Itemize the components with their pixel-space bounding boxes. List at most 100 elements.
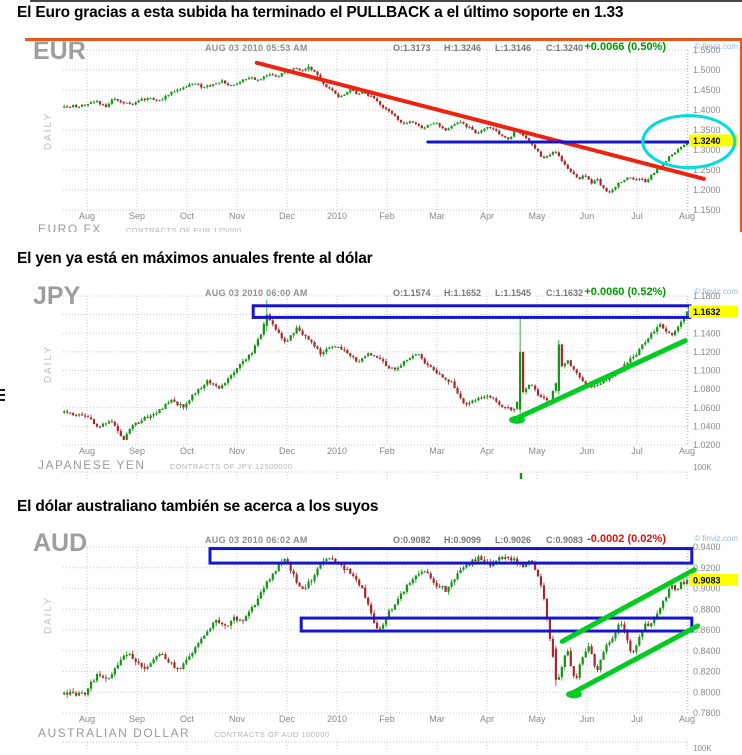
price-tick-label: 1.5500 xyxy=(693,45,721,55)
aud-candlestick-plot: Aug Sep Oct Nov Dec 2010 Feb Mar Apr May Jun Jul Aug… xyxy=(63,542,738,753)
month-label: Jul xyxy=(631,446,643,456)
pullback-highlight-circle xyxy=(641,114,737,170)
month-label: Nov xyxy=(229,446,246,456)
window-top-edge xyxy=(30,0,742,2)
price-tick-label: 1.0200 xyxy=(693,440,721,450)
instrument-label: JAPANESE YEN xyxy=(38,458,146,472)
candles xyxy=(63,299,689,441)
month-label: Sep xyxy=(129,446,145,456)
price-tick-label: 1.0400 xyxy=(693,421,721,431)
month-label: Oct xyxy=(180,211,195,221)
last-price-tag: 1.3240 xyxy=(689,134,738,147)
annotations xyxy=(254,60,706,181)
month-label: Aug xyxy=(679,446,695,456)
month-label: Oct xyxy=(180,714,195,724)
jpy-chart-block: Aug Sep Oct Nov Dec 2010 Feb Mar Apr May Jun Jul Aug… xyxy=(25,283,742,480)
month-label: 2010 xyxy=(327,211,347,221)
price-tick-label: 0.9400 xyxy=(693,542,721,552)
price-tick-label: 0.9000 xyxy=(693,584,721,594)
last-price-tag: 1.1632 xyxy=(689,305,738,318)
eur-candlestick-plot: Aug Sep Oct Nov Dec 2010 Feb Mar Apr May Jun Jul Aug… xyxy=(63,45,738,221)
instrument-label: EURO FX xyxy=(38,222,102,232)
price-tick-label: 1.1500 xyxy=(693,205,721,215)
eur-chart-block: Aug Sep Oct Nov Dec 2010 Feb Mar Apr May Jun Jul Aug… xyxy=(25,38,742,232)
month-label: Mar xyxy=(429,446,445,456)
lower-support-box xyxy=(299,616,694,633)
price-tick-label: 1.3000 xyxy=(693,145,721,155)
last-price-tag: 0.9083 xyxy=(689,573,738,586)
price-tick-label: 1.0800 xyxy=(693,384,721,394)
month-label: Feb xyxy=(379,211,395,221)
headline-aud: El dólar australiano también se acerca a… xyxy=(17,498,379,515)
volume-axis-label: 100K xyxy=(693,463,712,472)
month-label: Aug xyxy=(679,211,695,221)
month-label: 2010 xyxy=(327,714,347,724)
timeframe-label: DAILY xyxy=(43,345,54,384)
stray-mark xyxy=(0,389,5,402)
contracts-label: CONTRACTS OF JPY 12500000 xyxy=(169,462,293,471)
month-label: Apr xyxy=(480,446,494,456)
price-tick-label: 1.1400 xyxy=(693,328,721,338)
month-label: Mar xyxy=(429,211,445,221)
month-label: Apr xyxy=(480,211,494,221)
channel-lower-line xyxy=(567,623,701,697)
price-tick-label: 0.9200 xyxy=(693,563,721,573)
month-label: Sep xyxy=(129,714,145,724)
price-tick-label: 1.4500 xyxy=(693,85,721,95)
month-label: Nov xyxy=(229,714,246,724)
svg-text:0.9083: 0.9083 xyxy=(693,575,721,585)
month-label: Dec xyxy=(279,446,296,456)
month-label: Jun xyxy=(580,211,595,221)
instrument-row: AUSTRALIAN DOLLAR CONTRACTS OF AUD 10000… xyxy=(38,726,329,740)
month-label: 2010 xyxy=(327,446,347,456)
month-label: Mar xyxy=(429,714,445,724)
price-tick-label: 1.3500 xyxy=(693,125,721,135)
month-label: Aug xyxy=(79,714,95,724)
month-label: Feb xyxy=(379,446,395,456)
month-label: Jun xyxy=(580,714,595,724)
month-label: Nov xyxy=(229,211,246,221)
channel-upper-line xyxy=(559,567,697,644)
price-tick-label: 0.7800 xyxy=(693,708,721,718)
month-label: Dec xyxy=(279,714,296,724)
svg-text:1.3240: 1.3240 xyxy=(693,136,721,146)
ascending-trendline-origin-marker xyxy=(509,415,525,424)
month-label: May xyxy=(528,714,546,724)
month-label: Jul xyxy=(631,211,643,221)
aud-chart-block: Aug Sep Oct Nov Dec 2010 Feb Mar Apr May Jun Jul Aug… xyxy=(25,530,742,755)
instrument-row: JAPANESE YEN CONTRACTS OF JPY 12500000 xyxy=(38,458,292,472)
descending-trendline xyxy=(254,60,706,181)
month-label: Oct xyxy=(180,446,195,456)
month-label: May xyxy=(528,446,546,456)
month-label: Feb xyxy=(379,714,395,724)
price-tick-label: 0.8400 xyxy=(693,646,721,656)
orange-border-top xyxy=(25,38,742,41)
month-label: Aug xyxy=(79,211,95,221)
timeframe-label: DAILY xyxy=(43,596,54,635)
instrument-label: AUSTRALIAN DOLLAR xyxy=(38,726,191,740)
month-label: May xyxy=(528,211,546,221)
annotations xyxy=(208,547,701,699)
channel-lower-line-origin-marker xyxy=(566,690,582,699)
instrument-row: EURO FX CONTRACTS OF EUR 125000 xyxy=(38,222,242,232)
month-label: Dec xyxy=(279,211,296,221)
price-tick-label: 1.1200 xyxy=(693,347,721,357)
volume-axis-label: 100K xyxy=(693,744,712,753)
month-label: Jul xyxy=(631,714,643,724)
price-tick-label: 1.2500 xyxy=(693,165,721,175)
price-tick-label: 0.8600 xyxy=(693,625,721,635)
candles xyxy=(63,64,689,194)
price-tick-label: 1.1000 xyxy=(693,366,721,376)
price-tick-label: 1.2000 xyxy=(693,185,721,195)
price-tick-label: 1.4000 xyxy=(693,105,721,115)
price-tick-label: 1.1800 xyxy=(693,291,721,301)
contracts-label: CONTRACTS OF EUR 125000 xyxy=(125,226,242,232)
month-label: Apr xyxy=(480,714,494,724)
month-label: Aug xyxy=(679,714,695,724)
grid: Aug Sep Oct Nov Dec 2010 Feb Mar Apr May Jun Jul Aug… xyxy=(63,45,721,221)
orange-border-right xyxy=(740,38,742,232)
month-label: Sep xyxy=(129,211,145,221)
upper-resistance-box xyxy=(208,547,694,565)
headline-jpy: El yen ya está en máximos anuales frente… xyxy=(17,250,373,267)
timeframe-label: DAILY xyxy=(43,112,54,151)
